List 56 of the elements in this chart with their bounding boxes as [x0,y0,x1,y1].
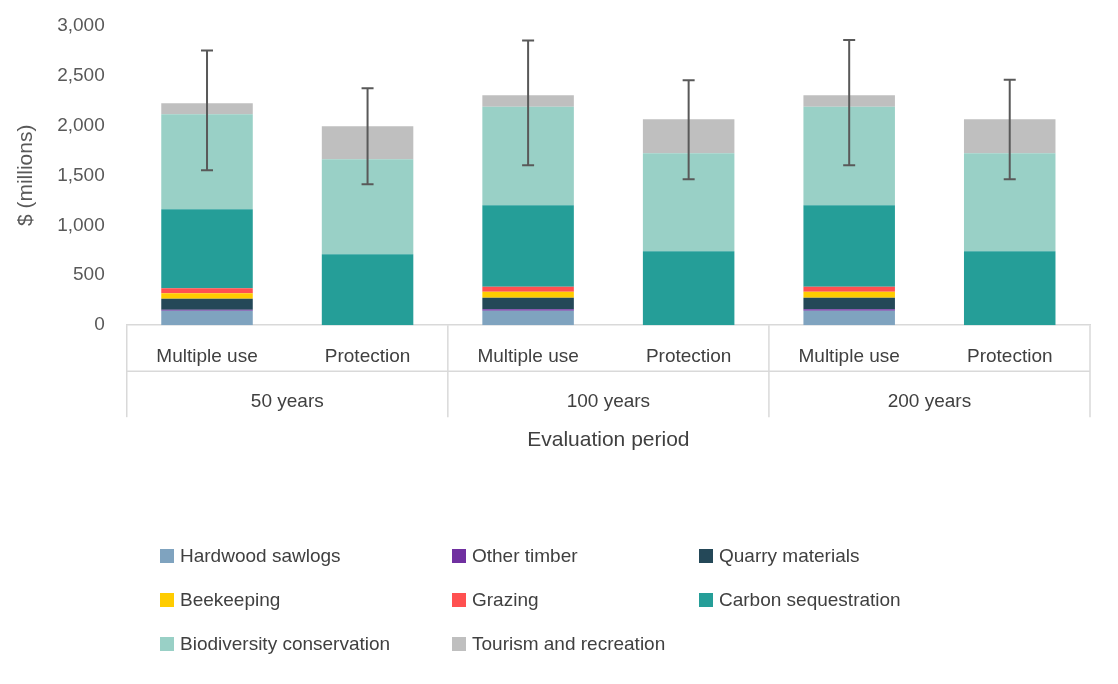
bar [321,254,414,326]
bar [161,298,253,310]
y-tick-label: 500 [73,263,105,285]
y-tick-label: 2,000 [57,113,105,135]
bar [482,106,574,206]
bar [161,293,253,299]
bar [161,114,253,210]
legend-label: Carbon sequestration [719,589,901,611]
y-tick-label: 1,000 [57,213,105,235]
bar [161,310,253,326]
y-axis-title: $ (millions) [13,124,37,227]
legend-label: Tourism and recreation [472,633,666,655]
bar [482,291,574,298]
bar [803,205,895,287]
legend-label: Biodiversity conservation [180,633,391,655]
y-tick-label: 1,500 [57,163,105,185]
x-axis-title: Evaluation period [527,427,690,450]
x-tick-label: Multiple use [477,344,579,366]
bar [482,297,574,310]
bar [321,126,414,160]
bar [963,251,1056,326]
bar [642,251,735,326]
bar [803,286,895,292]
bar [803,106,895,206]
bar [803,310,895,326]
bar [803,95,895,107]
legend-label: Hardwood sawlogs [180,545,341,567]
y-tick-label: 0 [94,313,105,335]
bar [963,119,1056,154]
bar [482,286,574,292]
text: 200 years [887,390,972,412]
x-tick-label: Multiple use [798,344,900,366]
x-tick-label: Protection [966,344,1053,366]
bar [642,119,735,154]
legend-label: Grazing [472,589,539,611]
bar [803,297,895,310]
x-tick-label: Protection [324,344,411,366]
bar [482,95,574,107]
bar [161,209,253,289]
bar [161,288,253,294]
bar [642,153,735,252]
text: 50 years [250,390,324,412]
legend-label: Other timber [472,545,578,567]
bar [963,153,1056,252]
legend-label: Quarry materials [719,545,860,567]
bar [482,310,574,326]
bar [482,205,574,287]
bar [803,291,895,298]
text: 100 years [566,390,651,412]
bar [161,103,253,115]
y-tick-label: 3,000 [57,13,105,35]
x-tick-label: Multiple use [156,344,258,366]
bar [321,159,414,255]
legend-label: Beekeeping [180,589,281,611]
x-tick-label: Protection [645,344,732,366]
y-tick-label: 2,500 [57,63,105,85]
